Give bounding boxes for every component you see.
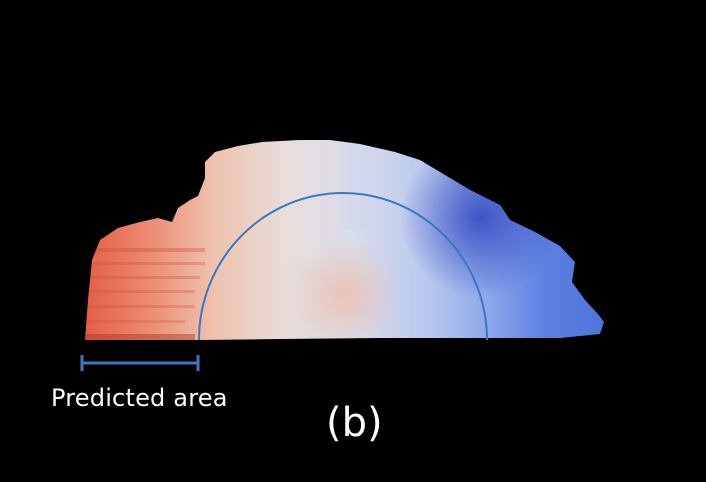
velocity-field	[85, 140, 604, 340]
panel-label: (b)	[326, 400, 383, 446]
semicircle-outline	[198, 192, 488, 341]
predicted-area-marker	[80, 355, 200, 371]
predicted-area-label: Predicted area	[51, 384, 228, 412]
